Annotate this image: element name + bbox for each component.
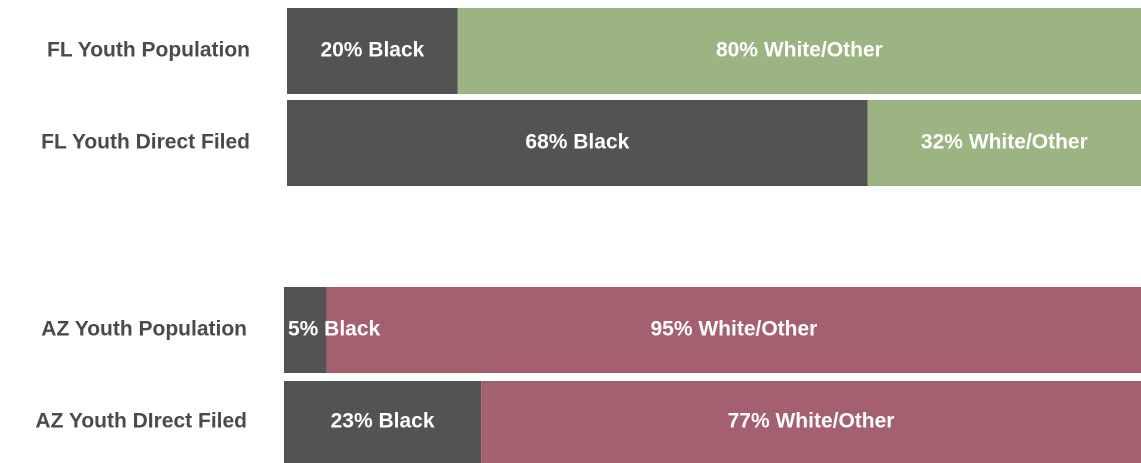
- chart: FL Youth Population 20% Black 80% White/Ot…: [0, 0, 1141, 463]
- category-label: FL Youth Direct Filed: [41, 131, 250, 154]
- value-label: 95% White/Other: [650, 318, 817, 341]
- category-label: AZ Youth Population: [41, 318, 247, 341]
- value-label: 68% Black: [525, 131, 629, 154]
- value-label: 5% Black: [288, 318, 381, 341]
- value-label: 32% White/Other: [921, 131, 1088, 154]
- value-label: 80% White/Other: [716, 39, 883, 62]
- value-label: 23% Black: [331, 410, 435, 433]
- category-label: FL Youth Population: [47, 39, 250, 62]
- value-label: 20% Black: [320, 39, 424, 62]
- category-label: AZ Youth DIrect Filed: [35, 410, 247, 433]
- value-label: 77% White/Other: [728, 410, 895, 433]
